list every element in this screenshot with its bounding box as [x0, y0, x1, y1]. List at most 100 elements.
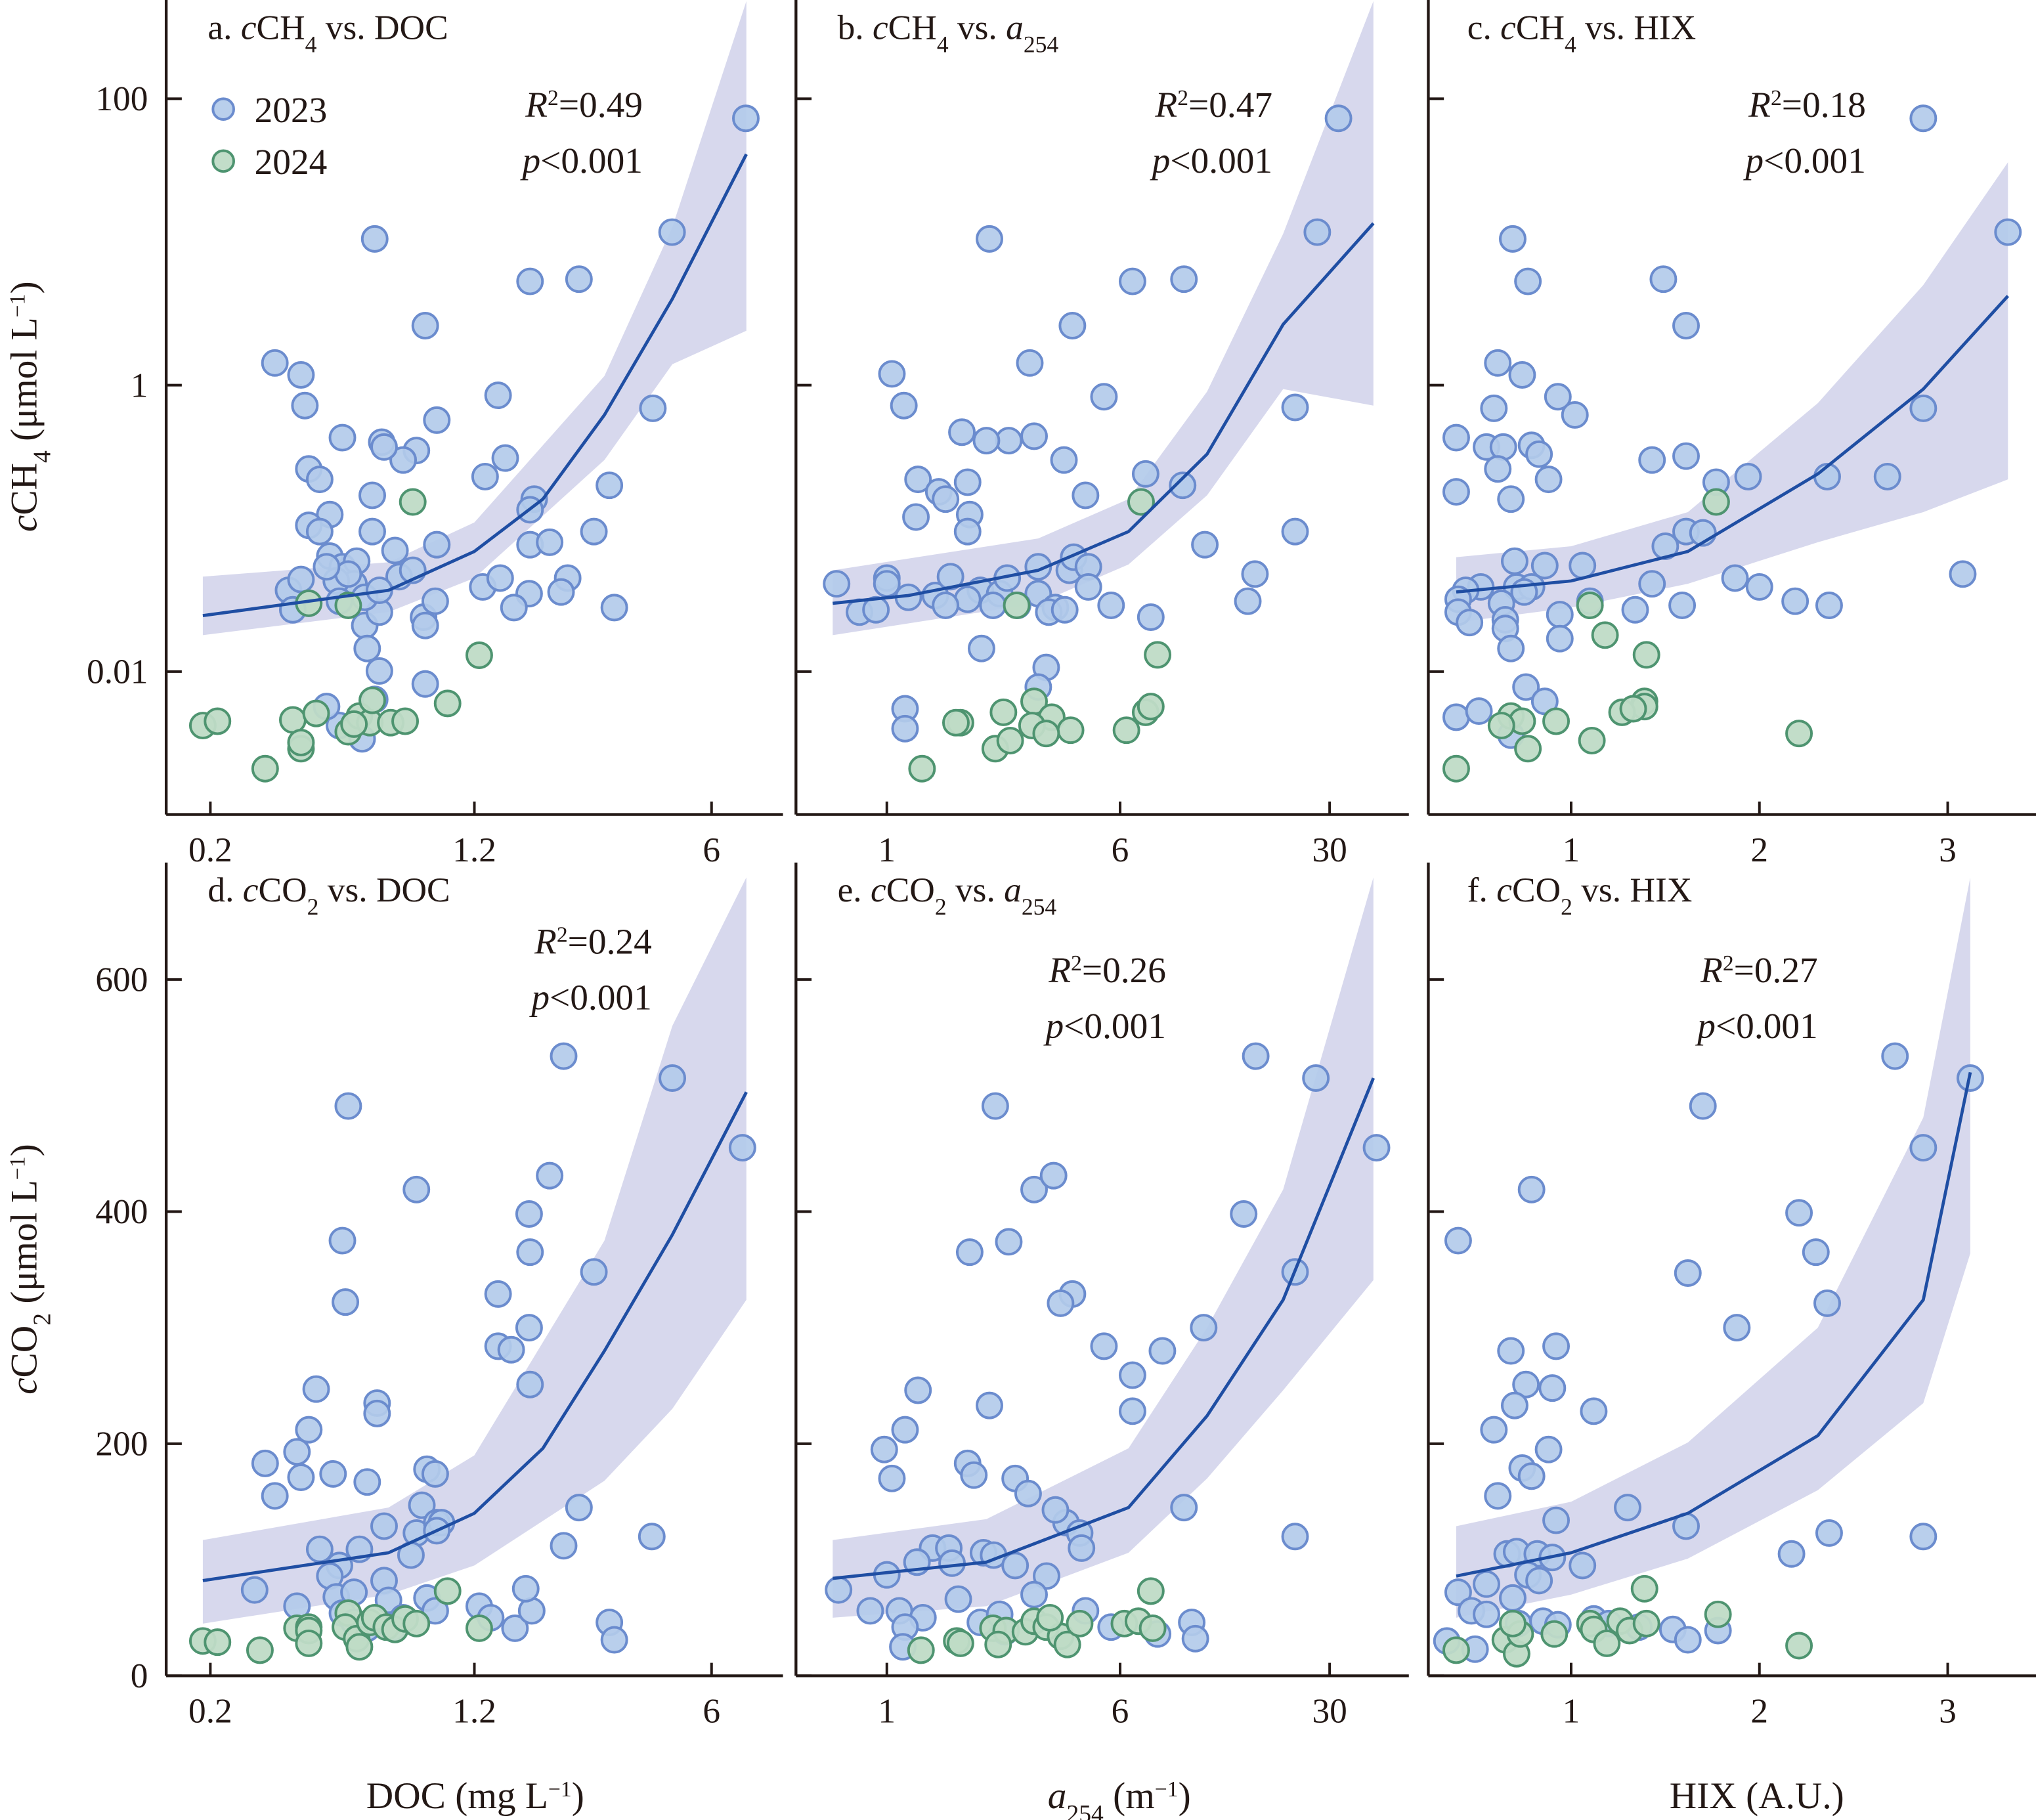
data-point-2023	[1909, 1523, 1938, 1551]
panel-title-part: DOC	[374, 7, 448, 47]
panel-title-part: 254	[1024, 31, 1059, 57]
data-point-2023	[1303, 218, 1332, 246]
data-point-2023	[283, 1438, 311, 1466]
data-point-2023	[1873, 462, 1901, 490]
data-point-2023	[1047, 1289, 1075, 1317]
y-tick-label: 0	[131, 1656, 148, 1695]
data-point-2023	[1442, 478, 1470, 506]
panel-title-part: 2	[1561, 894, 1572, 920]
x-tick-label: 6	[1112, 1691, 1129, 1731]
data-point-2023	[1001, 1551, 1029, 1580]
confidence-band	[1456, 162, 2008, 623]
data-point-2023	[932, 485, 960, 513]
legend-marker-2024	[211, 149, 235, 173]
data-point-2023	[1068, 1534, 1096, 1562]
r-symbol: R	[1048, 950, 1071, 990]
data-point-2023	[967, 634, 995, 662]
y-axis-label-ch4: cCH4 (μmol L−1)	[3, 281, 55, 532]
data-point-2023	[1538, 1374, 1567, 1402]
panel-title-part: c	[241, 7, 257, 47]
data-point-2023	[1281, 1523, 1309, 1551]
y-tick-label: 1	[131, 365, 148, 404]
data-point-2023	[976, 1391, 1003, 1419]
data-point-2024	[1442, 1636, 1470, 1664]
panel-title-part: c	[1496, 870, 1512, 909]
data-point-2023	[1813, 1289, 1841, 1317]
data-point-2023	[515, 1314, 543, 1342]
data-point-2023	[360, 225, 389, 253]
data-point-2023	[1169, 471, 1197, 500]
data-point-2023	[1480, 1416, 1508, 1444]
data-point-2024	[1144, 641, 1172, 669]
data-point-2023	[1041, 1496, 1070, 1524]
data-point-2023	[1050, 446, 1078, 474]
panel-title-part: HIX	[1630, 870, 1692, 909]
panel-title: a. cCH4 vs. DOC	[207, 7, 448, 57]
data-point-2024	[1632, 1609, 1660, 1637]
r-squared-label: R2=0.26	[1048, 950, 1166, 990]
data-point-2023	[1170, 265, 1198, 293]
data-point-2023	[501, 1614, 529, 1642]
data-point-2023	[1815, 1519, 1843, 1547]
data-point-2024	[1785, 1632, 1813, 1660]
x-tick-label: 1	[1563, 1691, 1580, 1731]
data-point-2023	[1497, 485, 1525, 513]
data-point-2023	[1909, 394, 1938, 422]
data-point-2023	[995, 1228, 1023, 1256]
data-point-2023	[516, 267, 544, 295]
panel-title-part: c	[873, 7, 888, 47]
data-point-2023	[334, 1092, 362, 1120]
data-point-2023	[1050, 596, 1079, 624]
data-point-2023	[1234, 587, 1262, 615]
data-point-2023	[1569, 1551, 1597, 1580]
legend-label-2023: 2023	[255, 90, 328, 130]
data-point-2023	[423, 531, 451, 559]
panel-title: c. cCH4 vs. HIX	[1467, 7, 1696, 57]
data-point-2023	[870, 1435, 898, 1463]
data-point-2023	[1484, 1482, 1512, 1510]
confidence-band	[202, 1, 747, 636]
data-point-2023	[1497, 1337, 1525, 1365]
data-point-2023	[1230, 1200, 1258, 1228]
confidence-band	[833, 877, 1374, 1618]
data-point-2023	[389, 446, 418, 474]
y-tick-label: 200	[95, 1424, 148, 1463]
data-point-2024	[1487, 712, 1515, 740]
panel-title: b. cCH4 vs. a254	[838, 7, 1059, 57]
x-tick-label: 1	[1563, 830, 1580, 869]
data-point-2023	[1815, 592, 1843, 619]
data-point-2023	[823, 570, 851, 598]
data-point-2024	[1137, 1577, 1165, 1605]
data-point-2023	[565, 1494, 593, 1522]
data-point-2023	[353, 1468, 381, 1496]
data-point-2023	[1546, 601, 1574, 629]
data-point-2023	[1480, 394, 1508, 422]
data-point-2023	[500, 594, 528, 622]
y-tick-label: 0.01	[87, 652, 148, 691]
data-point-2023	[1614, 1494, 1641, 1522]
data-point-2023	[1241, 560, 1269, 588]
data-point-2023	[1785, 1199, 1813, 1227]
data-point-2023	[1638, 446, 1666, 474]
data-point-2023	[471, 462, 499, 490]
data-point-2023	[1442, 423, 1470, 452]
plot-area-f	[1433, 877, 1984, 1668]
data-point-2024	[391, 707, 419, 735]
panel-title-part: c	[871, 870, 886, 909]
data-point-2023	[353, 634, 381, 662]
data-point-2023	[1542, 1506, 1570, 1534]
x-tick-label: 30	[1312, 1691, 1347, 1731]
data-point-2023	[402, 1175, 431, 1203]
data-point-2024	[1137, 693, 1165, 721]
data-point-2024	[1632, 641, 1660, 669]
data-point-2024	[1442, 754, 1470, 783]
data-point-2023	[904, 466, 932, 494]
data-point-2023	[1473, 1600, 1501, 1628]
data-point-2023	[1362, 1134, 1391, 1162]
data-point-2023	[1674, 1259, 1702, 1287]
data-point-2024	[251, 754, 279, 783]
data-point-2024	[402, 1609, 431, 1637]
r-exponent: 2	[1771, 86, 1782, 110]
data-point-2023	[421, 1597, 449, 1625]
